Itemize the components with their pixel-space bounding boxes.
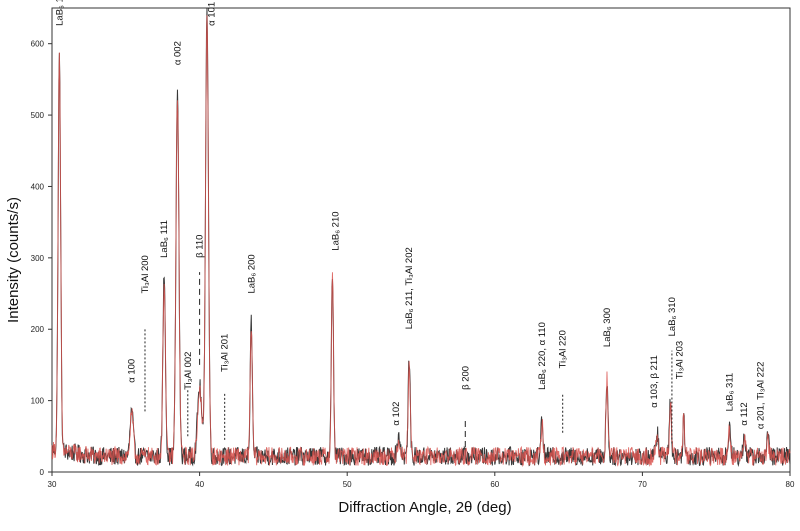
peak-label: LaB₆ 110 <box>54 0 65 26</box>
peak-label: LaB₆ 220, α 110 <box>537 322 548 390</box>
peak-label: Ti₃Al 200 <box>140 255 151 293</box>
peak-label: α 100 <box>127 359 138 383</box>
peak-label: LaB₆ 200 <box>246 254 257 293</box>
peak-label: LaB₆ 111 <box>159 220 170 258</box>
y-tick-label: 600 <box>31 40 45 49</box>
peak-label: Ti₃Al 220 <box>558 330 569 368</box>
peak-label: α 102 <box>391 402 402 426</box>
annotation-layer: LaB₆ 110 α 002 α 101 LaB₆ 111 β 110 α 100 Ti₃A… <box>54 0 766 429</box>
y-tick-label: 100 <box>31 397 45 406</box>
y-tick-label: 200 <box>31 325 45 334</box>
peak-label: α 002 <box>172 41 183 65</box>
x-tick-label: 60 <box>490 480 499 489</box>
plot-border <box>51 7 791 473</box>
x-axis-title: Diffraction Angle, 2θ (deg) <box>338 499 511 516</box>
tick-layer: 30 40 50 60 70 80 0 100 200 300 400 500 600 <box>31 40 795 489</box>
plot-frame <box>51 7 791 473</box>
y-tick-label: 0 <box>40 468 45 477</box>
peak-label: LaB₆ 311 <box>724 373 735 412</box>
peak-label: Ti₃Al 002 <box>183 352 194 390</box>
x-tick-label: 70 <box>638 480 647 489</box>
marker-layer <box>144 272 673 448</box>
peak-label: α 103, β 211 <box>649 355 660 408</box>
peak-label: LaB₆ 310 <box>667 297 678 336</box>
peak-label: Ti₃Al 201 <box>220 334 231 372</box>
y-tick-label: 300 <box>31 254 45 263</box>
y-tick-label: 500 <box>31 111 45 120</box>
peak-label: α 112 <box>739 402 750 425</box>
peak-label: LaB₆ 211, Ti₃Al 202 <box>404 247 415 329</box>
peak-label: β 200 <box>460 366 471 390</box>
series-layer <box>51 7 791 468</box>
series-line-1 <box>51 15 791 468</box>
x-tick-label: 80 <box>786 480 795 489</box>
peak-label: β 110 <box>195 235 206 258</box>
x-tick-label: 40 <box>195 480 204 489</box>
peak-label: LaB₆ 300 <box>602 308 613 347</box>
peak-label: Ti₃Al 203 <box>674 341 685 379</box>
x-tick-label: 50 <box>343 480 352 489</box>
y-axis-title: Intensity (counts/s) <box>5 197 22 323</box>
peak-label: α 201, Ti₃Al 222 <box>755 362 766 430</box>
peak-label: LaB₆ 210 <box>330 211 341 250</box>
peak-label: α 101 <box>206 2 217 26</box>
x-tick-label: 30 <box>48 480 57 489</box>
y-tick-label: 400 <box>31 182 45 191</box>
